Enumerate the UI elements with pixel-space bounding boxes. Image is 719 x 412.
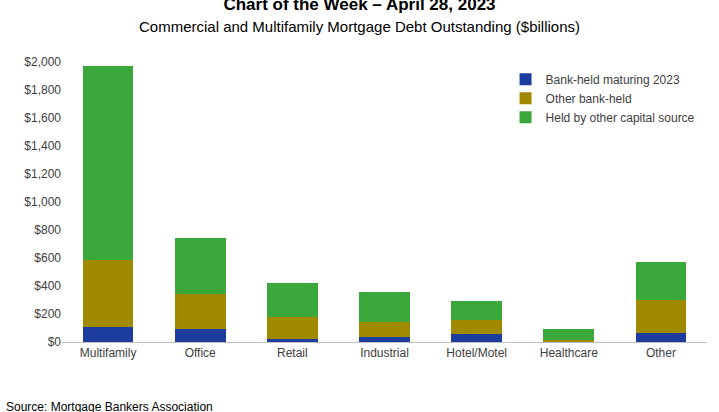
svg-text:$400: $400 (34, 279, 61, 293)
svg-text:Industrial: Industrial (360, 346, 409, 360)
svg-text:$0: $0 (48, 335, 62, 349)
svg-text:$200: $200 (34, 307, 61, 321)
svg-text:Hotel/Motel: Hotel/Motel (446, 346, 507, 360)
svg-text:$1,000: $1,000 (24, 195, 61, 209)
svg-text:$2,000: $2,000 (24, 55, 61, 69)
svg-text:Healthcare: Healthcare (540, 346, 598, 360)
svg-text:$800: $800 (34, 223, 61, 237)
svg-text:$1,400: $1,400 (24, 139, 61, 153)
svg-text:$1,600: $1,600 (24, 111, 61, 125)
svg-text:Bank-held maturing 2023: Bank-held maturing 2023 (546, 73, 680, 87)
svg-text:Other bank-held: Other bank-held (546, 92, 632, 106)
svg-text:Multifamily: Multifamily (80, 346, 137, 360)
svg-text:$1,800: $1,800 (24, 83, 61, 97)
svg-text:Held by other capital source: Held by other capital source (546, 111, 695, 125)
svg-text:Chart of the Week – April 28,: Chart of the Week – April 28, 2023Commer… (139, 0, 580, 35)
svg-text:Retail: Retail (277, 346, 308, 360)
svg-text:Source: Mortgage Bankers Assoc: Source: Mortgage Bankers Association (6, 400, 213, 412)
svg-text:Other: Other (646, 346, 676, 360)
svg-text:Office: Office (185, 346, 216, 360)
svg-text:$600: $600 (34, 251, 61, 265)
svg-text:$1,200: $1,200 (24, 167, 61, 181)
